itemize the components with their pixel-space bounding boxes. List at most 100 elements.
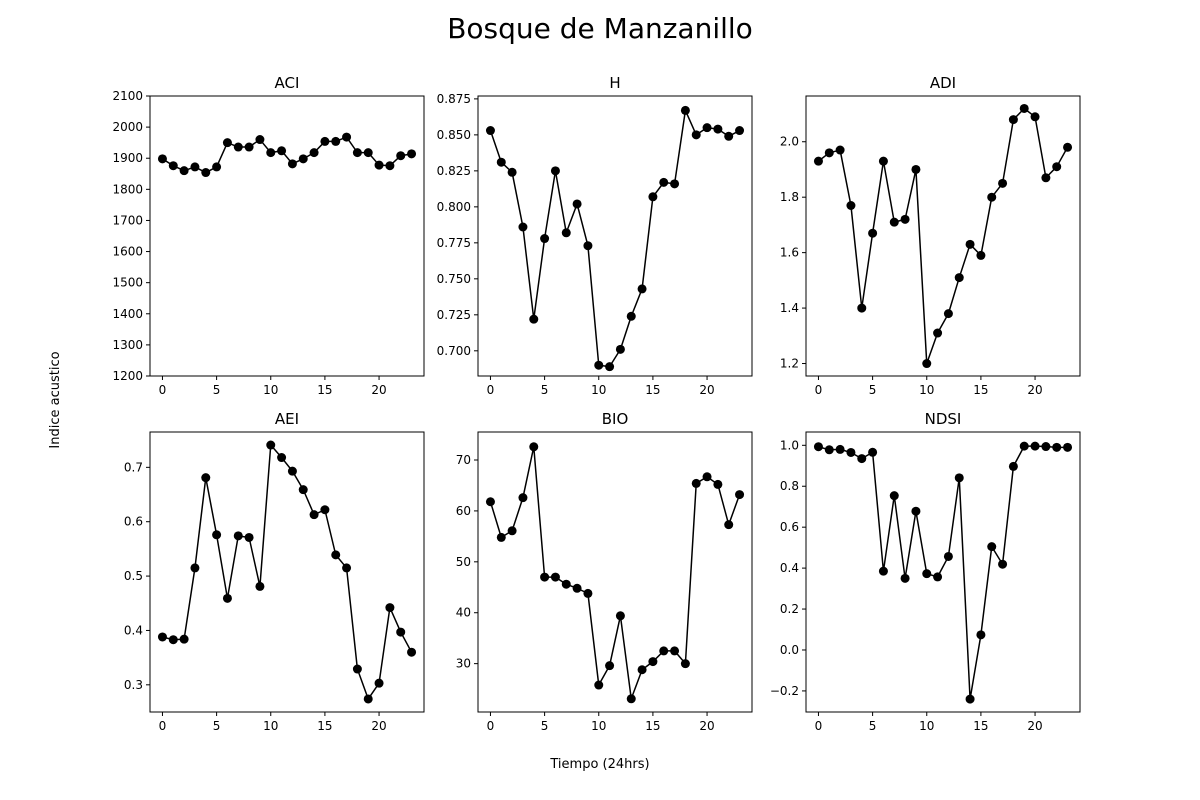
data-point <box>529 442 539 452</box>
data-point <box>965 694 975 704</box>
y-tick-label: 40 <box>456 606 471 620</box>
data-point <box>396 627 406 637</box>
data-point <box>835 444 845 454</box>
series-line-h <box>489 109 740 368</box>
data-point <box>868 228 878 238</box>
x-tick-label: 5 <box>869 719 877 733</box>
axes-frame-ndsi <box>805 431 1081 713</box>
y-tick-label: 0.700 <box>437 344 471 358</box>
data-point <box>846 447 856 457</box>
data-point <box>615 344 625 354</box>
y-tick-label: −0.2 <box>770 684 799 698</box>
data-point <box>233 531 243 541</box>
data-point <box>212 530 222 540</box>
y-tick-label: 30 <box>456 657 471 671</box>
y-tick-label: 70 <box>456 453 471 467</box>
y-tick-label: 0.4 <box>780 561 799 575</box>
y-tick-label: 1.6 <box>780 246 799 260</box>
y-tick-label: 2000 <box>112 120 143 134</box>
data-point <box>287 159 297 169</box>
data-point <box>1063 142 1073 152</box>
data-point <box>342 563 352 573</box>
data-point <box>385 603 395 613</box>
data-point <box>190 162 200 172</box>
x-tick-label: 10 <box>591 383 606 397</box>
subplot-title-bio: BIO <box>602 410 629 428</box>
subplot-title-aci: ACI <box>275 74 300 92</box>
data-point <box>868 447 878 457</box>
data-point <box>680 105 690 115</box>
data-point <box>352 664 362 674</box>
data-point <box>1052 442 1062 452</box>
x-tick-label: 0 <box>159 383 167 397</box>
x-tick-label: 15 <box>317 383 332 397</box>
data-point <box>352 148 362 158</box>
axes-frame-h <box>477 95 753 377</box>
data-point <box>702 123 712 133</box>
data-point <box>157 154 167 164</box>
data-point <box>485 497 495 507</box>
y-tick-label: 0.750 <box>437 272 471 286</box>
data-point <box>561 228 571 238</box>
figure-y-label: Indice acustico <box>48 351 63 448</box>
subplot-title-ndsi: NDSI <box>925 410 962 428</box>
data-point <box>287 466 297 476</box>
data-point <box>954 473 964 483</box>
data-point <box>550 572 560 582</box>
data-point <box>659 177 669 187</box>
data-point <box>670 646 680 656</box>
data-point <box>824 148 834 158</box>
data-point <box>594 680 604 690</box>
x-tick-label: 20 <box>1027 383 1042 397</box>
y-tick-label: 1600 <box>112 245 143 259</box>
data-point <box>637 665 647 675</box>
data-point <box>857 303 867 313</box>
x-tick-label: 0 <box>159 719 167 733</box>
data-point <box>583 588 593 598</box>
data-point <box>342 132 352 142</box>
data-point <box>998 559 1008 569</box>
data-point <box>637 284 647 294</box>
y-tick-label: 0.8 <box>780 479 799 493</box>
x-tick-label: 0 <box>815 719 823 733</box>
data-point <box>1008 461 1018 471</box>
data-point <box>922 569 932 579</box>
data-point <box>670 179 680 189</box>
y-tick-label: 1900 <box>112 151 143 165</box>
x-tick-label: 5 <box>541 719 549 733</box>
data-point <box>201 473 211 483</box>
data-point <box>857 454 867 464</box>
y-tick-label: 0.775 <box>437 236 471 250</box>
data-point <box>518 493 528 503</box>
data-point <box>320 505 330 515</box>
y-tick-label: 0.5 <box>124 569 143 583</box>
data-point <box>605 362 615 372</box>
data-point <box>626 311 636 321</box>
data-point <box>518 222 528 232</box>
data-point <box>540 572 550 582</box>
data-point <box>374 160 384 170</box>
data-point <box>374 678 384 688</box>
data-point <box>179 634 189 644</box>
x-tick-label: 20 <box>371 383 386 397</box>
data-point <box>168 161 178 171</box>
data-point <box>507 167 517 177</box>
data-point <box>266 440 276 450</box>
x-tick-label: 5 <box>869 383 877 397</box>
data-point <box>702 472 712 482</box>
x-tick-label: 0 <box>815 383 823 397</box>
data-point <box>212 162 222 172</box>
data-point <box>987 542 997 552</box>
axes-frame-aci <box>149 95 425 377</box>
data-point <box>255 581 265 591</box>
data-point <box>572 199 582 209</box>
data-point <box>244 532 254 542</box>
data-point <box>900 214 910 224</box>
series-line-aci <box>162 136 412 174</box>
y-tick-label: 0.6 <box>124 515 143 529</box>
y-tick-label: 1300 <box>112 338 143 352</box>
data-point <box>1063 442 1073 452</box>
data-point <box>943 551 953 561</box>
data-point <box>626 694 636 704</box>
y-tick-label: 0.0 <box>780 643 799 657</box>
